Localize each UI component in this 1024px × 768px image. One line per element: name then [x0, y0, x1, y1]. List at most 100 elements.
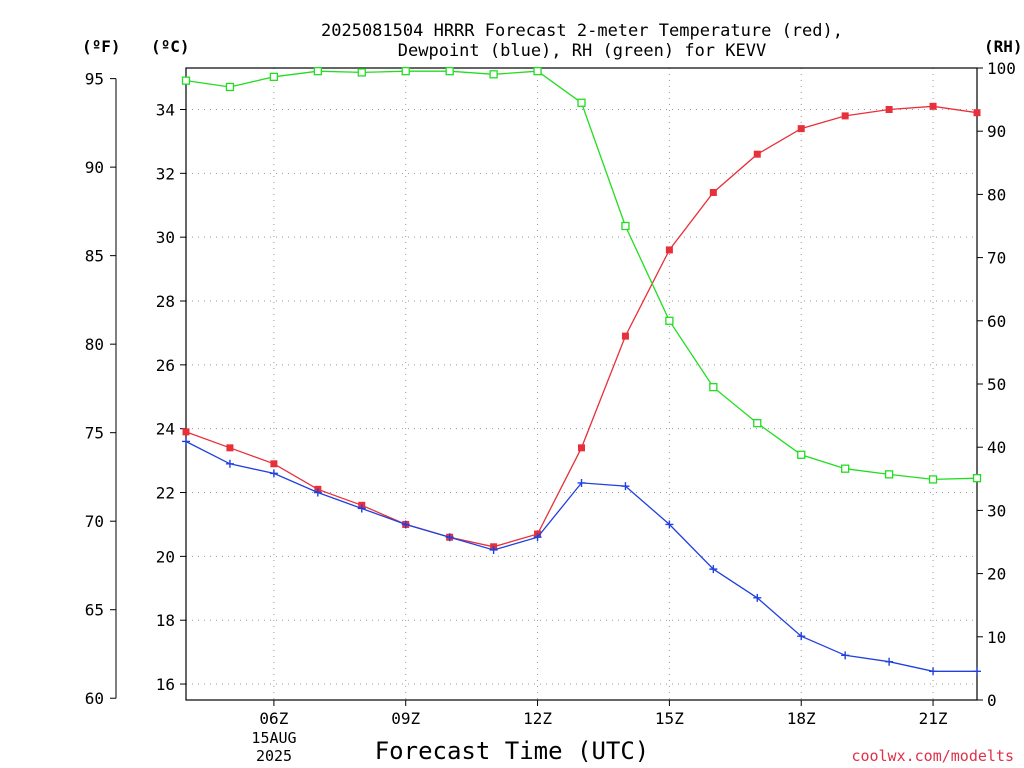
temperature-point: [973, 109, 981, 117]
rh-point: [401, 67, 410, 76]
temperature-point: [621, 332, 629, 340]
title-line-1: 2025081504 HRRR Forecast 2-meter Tempera…: [321, 21, 843, 41]
rh-tick-label: 20: [987, 565, 1006, 584]
fahrenheit-tick-label: 80: [85, 335, 104, 354]
date-label-day: 15AUG: [251, 729, 296, 747]
celsius-tick-label: 32: [156, 164, 175, 183]
temperature-point: [578, 444, 585, 452]
dewpoint-point: [577, 478, 586, 487]
rh-tick-label: 10: [987, 628, 1006, 647]
dewpoint-point: [357, 504, 366, 513]
rh-unit-label: (RH): [984, 37, 1023, 56]
data-series: [181, 67, 982, 676]
celsius-tick-label: 24: [156, 420, 175, 439]
celsius-tick-label: 30: [156, 228, 175, 247]
rh-tick-label: 0: [987, 691, 997, 710]
temperature-point: [753, 150, 761, 158]
dewpoint-point: [973, 667, 981, 676]
temperature-point: [270, 460, 278, 468]
temperature-point: [841, 112, 849, 120]
dewpoint-point: [797, 632, 806, 641]
chart-title: 2025081504 HRRR Forecast 2-meter Tempera…: [321, 21, 843, 61]
temperature-point: [709, 188, 717, 196]
celsius-tick-label: 28: [156, 292, 175, 311]
rh-point: [841, 464, 850, 473]
grid-lines: [186, 68, 977, 700]
fahrenheit-tick-label: 90: [85, 158, 104, 177]
rh-tick-label: 70: [987, 249, 1006, 268]
rh-point: [577, 98, 586, 107]
fahrenheit-tick-label: 85: [85, 247, 104, 266]
dewpoint-point: [269, 469, 278, 478]
rh-tick-label: 40: [987, 438, 1006, 457]
rh-point: [972, 474, 982, 483]
rh-point: [797, 450, 806, 459]
fahrenheit-tick-label: 95: [85, 70, 104, 89]
temperature-point: [182, 428, 190, 436]
rh-point: [269, 72, 279, 81]
rh-tick-label: 80: [987, 185, 1006, 204]
rh-tick-label: 60: [987, 312, 1006, 331]
x-axis-title: Forecast Time (UTC): [375, 737, 650, 765]
rh-point: [753, 419, 762, 428]
dewpoint-point: [445, 533, 454, 542]
celsius-tick-label: 16: [156, 675, 175, 694]
temperature-point: [665, 246, 673, 254]
rh-tick-label: 30: [987, 501, 1006, 520]
x-tick-label: 21Z: [919, 709, 948, 728]
rh-point: [621, 221, 630, 231]
plot-frame: [185, 67, 978, 701]
celsius-tick-label: 20: [156, 547, 175, 566]
temperature-point: [929, 102, 937, 110]
dewpoint-point: [533, 533, 542, 542]
celsius-tick-label: 34: [156, 100, 175, 119]
x-tick-label: 15Z: [655, 709, 684, 728]
fahrenheit-tick-label: 65: [85, 601, 104, 620]
dewpoint-point: [841, 651, 850, 660]
fahrenheit-tick-label: 70: [85, 512, 104, 531]
fahrenheit-tick-label: 75: [85, 424, 104, 443]
rh-point: [884, 470, 894, 479]
dewpoint-point: [885, 657, 894, 666]
rh-tick-label: 90: [987, 122, 1006, 141]
dewpoint-point: [665, 520, 674, 529]
fahrenheit-tick-label: 60: [85, 689, 104, 708]
temperature-point: [885, 105, 893, 113]
dewpoint-point: [709, 565, 718, 574]
celsius-tick-label: 26: [156, 356, 175, 375]
credit-text: coolwx.com/modelts: [851, 747, 1014, 765]
rh-point: [709, 383, 718, 392]
dewpoint-point: [401, 520, 410, 529]
rh-point: [665, 316, 674, 325]
x-tick-label: 12Z: [523, 709, 552, 728]
rh-tick-label: 50: [987, 375, 1006, 394]
rh-point: [928, 475, 938, 484]
fahrenheit-unit-label: (ºF): [82, 37, 121, 56]
dewpoint-point: [313, 488, 322, 497]
temperature-point: [797, 125, 805, 133]
rh-point: [445, 67, 454, 76]
dewpoint-point: [489, 545, 498, 554]
dewpoint-point: [225, 459, 234, 468]
x-tick-label: 18Z: [787, 709, 816, 728]
temperature-point: [226, 444, 234, 452]
rh-point: [533, 67, 542, 76]
title-line-2: Dewpoint (blue), RH (green) for KEVV: [398, 41, 766, 61]
x-tick-label: 09Z: [391, 709, 420, 728]
rh-line: [185, 70, 978, 481]
celsius-unit-label: (ºC): [151, 37, 190, 56]
rh-tick-label: 100: [987, 59, 1016, 78]
date-label-year: 2025: [256, 747, 292, 765]
rh-point: [313, 67, 322, 76]
rh-point: [225, 82, 235, 92]
rh-point: [489, 70, 498, 79]
rh-point: [181, 76, 191, 85]
x-tick-label: 06Z: [259, 709, 288, 728]
celsius-tick-label: 18: [156, 611, 175, 630]
rh-point: [357, 68, 366, 77]
dewpoint-point: [621, 482, 630, 491]
axes: 06Z 09Z 12Z 15Z 18Z 21Z 16 18 20 22 24 26 28 30 32 34 60…: [85, 59, 1016, 728]
dewpoint-point: [753, 593, 762, 602]
celsius-tick-label: 22: [156, 484, 175, 503]
